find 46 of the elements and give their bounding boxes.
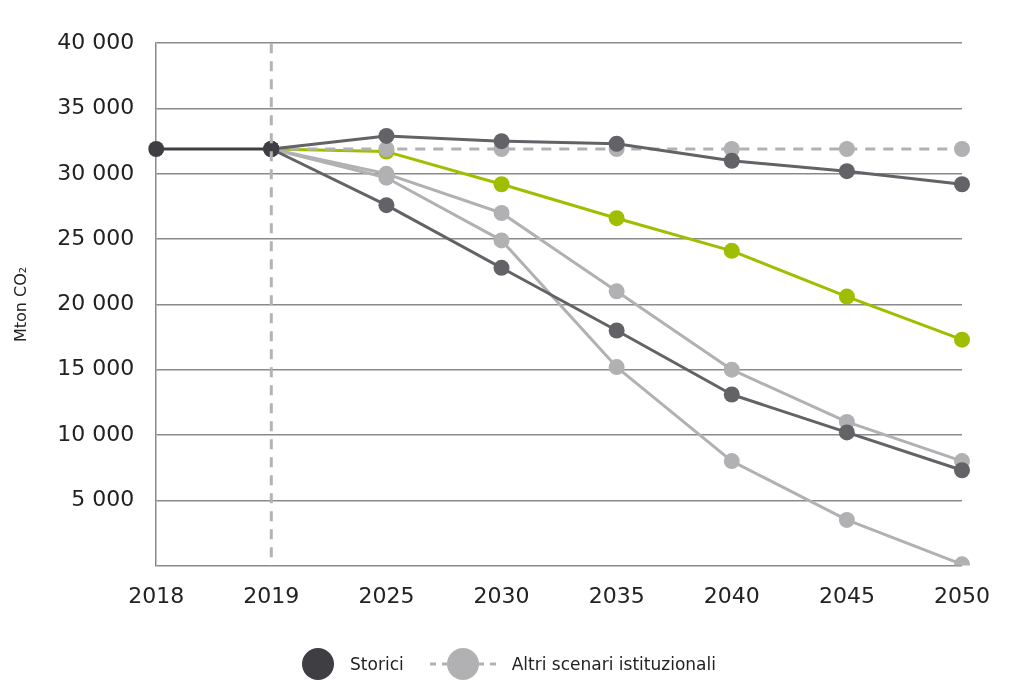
point xyxy=(493,204,510,221)
y-tick-label: 10 000 xyxy=(57,420,135,446)
point xyxy=(723,453,740,470)
point xyxy=(608,135,625,152)
point xyxy=(838,424,855,441)
legend-label: Altri scenari istituzionali xyxy=(511,654,716,674)
point xyxy=(723,361,740,378)
legend-label: Storici xyxy=(350,654,404,674)
point xyxy=(723,152,740,169)
y-tick-label: 25 000 xyxy=(57,224,135,250)
y-tick-label: 35 000 xyxy=(57,94,135,120)
point xyxy=(838,140,855,157)
point xyxy=(608,210,625,227)
point xyxy=(493,232,510,249)
x-tick-label: 2035 xyxy=(588,582,645,608)
x-tick-label: 2025 xyxy=(358,582,415,608)
point xyxy=(148,140,165,157)
point xyxy=(378,127,395,144)
x-tick-label: 2030 xyxy=(473,582,530,608)
x-tick-label: 2040 xyxy=(703,582,760,608)
point xyxy=(608,283,625,300)
point xyxy=(723,242,740,259)
point xyxy=(838,288,855,305)
point xyxy=(954,140,971,157)
point xyxy=(954,176,971,193)
y-axis-title: Mton CO₂ xyxy=(10,266,30,343)
point xyxy=(954,331,971,348)
point xyxy=(608,359,625,376)
x-tick-label: 2019 xyxy=(243,582,300,608)
point xyxy=(493,133,510,150)
point xyxy=(493,176,510,193)
x-tick-label: 2050 xyxy=(934,582,991,608)
y-tick-label: 5 000 xyxy=(71,486,135,512)
point xyxy=(723,386,740,403)
y-tick-label: 40 000 xyxy=(57,28,135,54)
point xyxy=(838,511,855,528)
point xyxy=(378,197,395,214)
point xyxy=(954,462,971,479)
point xyxy=(838,163,855,180)
x-tick-label: 2045 xyxy=(818,582,875,608)
point xyxy=(493,259,510,276)
point xyxy=(608,322,625,339)
y-tick-label: 20 000 xyxy=(57,290,135,316)
y-tick-label: 15 000 xyxy=(57,355,135,381)
y-tick-label: 30 000 xyxy=(57,159,135,185)
x-tick-label: 2018 xyxy=(128,582,185,608)
